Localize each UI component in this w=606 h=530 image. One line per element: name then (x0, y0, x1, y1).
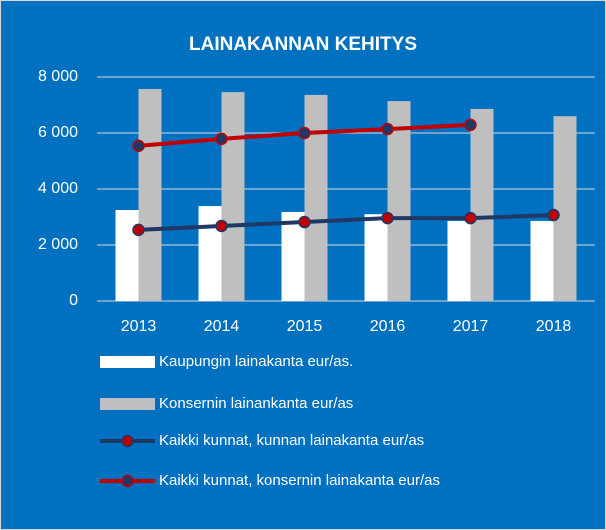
bar (553, 116, 577, 301)
line-marker (215, 132, 228, 146)
line-marker (464, 118, 477, 132)
x-tick-label: 2016 (370, 318, 406, 335)
y-tick-label: 4 000 (38, 180, 78, 197)
legend-swatch (100, 398, 155, 410)
x-tick-label: 2018 (536, 318, 572, 335)
x-tick-label: 2015 (287, 318, 323, 335)
legend-label: Kaupungin lainakanta eur/as. (159, 353, 353, 370)
bar (198, 206, 222, 301)
legend-label: Kaikki kunnat, kunnan lainakanta eur/as (159, 432, 424, 449)
legend-label: Kaikki kunnat, konsernin lainakanta eur/… (159, 472, 440, 489)
y-tick-label: 2 000 (38, 236, 78, 253)
bar (221, 92, 245, 302)
legend-swatch (100, 356, 155, 368)
line-marker (298, 126, 311, 140)
y-tick-label: 0 (69, 292, 78, 309)
bar (447, 220, 471, 301)
bar (281, 211, 305, 301)
y-tick-label: 8 000 (38, 68, 78, 85)
line-marker (464, 211, 477, 225)
legend-marker (121, 434, 134, 448)
line-marker (298, 215, 311, 229)
line-marker (381, 122, 394, 136)
bar (364, 214, 388, 301)
bar (115, 210, 139, 301)
line-marker (132, 139, 145, 153)
bar (470, 108, 494, 301)
legend-marker (121, 474, 134, 488)
bar (304, 94, 328, 301)
line-marker (132, 223, 145, 237)
bar (138, 89, 162, 301)
line-marker (547, 208, 560, 222)
x-tick-label: 2013 (121, 318, 157, 335)
chart-title: LAINAKANNAN KEHITYS (189, 34, 417, 55)
y-tick-label: 6 000 (38, 124, 78, 141)
x-tick-label: 2014 (204, 318, 240, 335)
bar (387, 101, 411, 301)
line-marker (215, 219, 228, 233)
x-tick-label: 2017 (453, 318, 489, 335)
line (138, 213, 554, 232)
bar (530, 220, 554, 301)
legend-label: Konsernin lainankanta eur/as (159, 395, 353, 412)
line-marker (381, 211, 394, 225)
